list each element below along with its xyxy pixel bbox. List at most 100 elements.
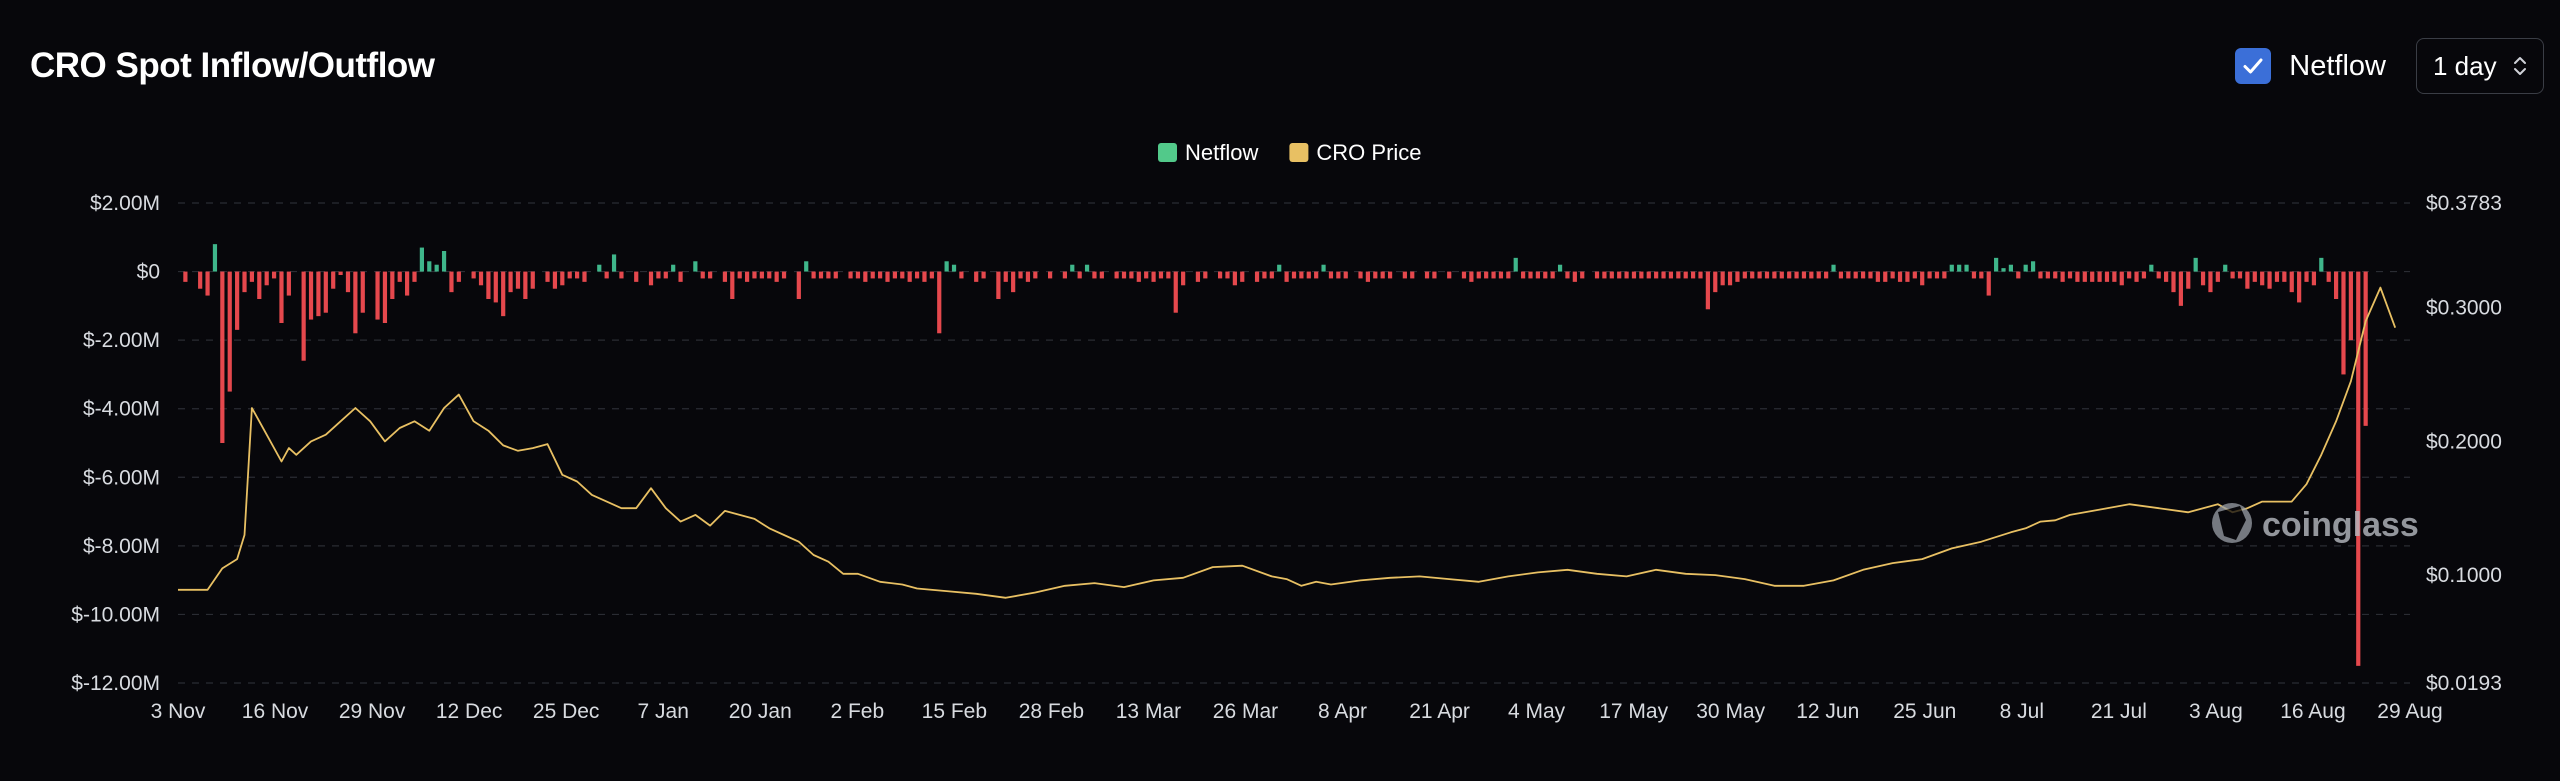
interval-select[interactable]: 1 day [2416,38,2544,94]
netflow-bar [1883,271,1888,282]
netflow-bar [818,271,824,279]
netflow-bar [1994,257,1999,272]
netflow-bar [811,271,816,279]
netflow-bar [2200,271,2206,286]
netflow-bar [2215,271,2220,282]
netflow-bar [1565,271,1570,279]
netflow-bar [1609,271,1614,279]
y-left-tick-label: $-12.00M [71,672,160,695]
netflow-bar [1373,271,1378,279]
netflow-bar [449,271,454,293]
netflow-bar [1173,271,1178,313]
netflow-bar [567,271,572,279]
netflow-bar [2230,271,2235,279]
netflow-bar [671,264,676,272]
netflow-bar [1750,271,1755,279]
netflow-bar [353,271,358,334]
netflow-bar [1971,271,1977,279]
price-line-group [178,286,2397,599]
y-left-tick-label: $0 [137,261,160,284]
netflow-bar [1846,271,1851,279]
netflow-bar [1365,271,1371,282]
x-tick-label: 28 Feb [1019,700,1084,723]
netflow-bar [2164,271,2169,282]
netflow-bar [1410,271,1415,279]
netflow-bar [1099,271,1104,279]
x-tick-label: 4 May [1508,700,1566,723]
netflow-bar [2208,271,2213,293]
x-tick-label: 26 Mar [1213,700,1278,723]
netflow-bar [2333,271,2339,299]
netflow-toggle-label[interactable]: Netflow [2289,49,2386,82]
netflow-bar [1764,271,1770,279]
netflow-bar [1092,271,1097,279]
netflow-bar [892,271,898,279]
netflow-bar [1905,271,1910,282]
netflow-bar [737,271,742,279]
netflow-bar [1868,271,1873,279]
chevron-up-down-icon [2513,54,2527,78]
netflow-bar [235,271,240,330]
netflow-bar [345,271,351,293]
netflow-bar [878,271,883,279]
netflow-bars [183,244,2368,666]
netflow-bar [2178,271,2183,306]
netflow-bar [1831,264,1836,272]
x-tick-label: 13 Mar [1116,700,1181,723]
x-tick-label: 16 Aug [2280,700,2345,723]
y-left-tick-label: $-10.00M [71,603,160,626]
netflow-bar [1602,271,1607,279]
netflow-bar [1328,271,1334,279]
netflow-bar [530,271,535,289]
netflow-bar [2067,271,2073,279]
y-axis-left: $2.00M $0 $-2.00M $-4.00M $-6.00M $-8.00M $-10… [71,192,160,695]
netflow-bar [1447,271,1452,279]
netflow-bar [434,264,439,272]
netflow-checkbox[interactable] [2235,48,2272,84]
netflow-bar [227,271,232,392]
netflow-bar [2134,271,2139,282]
netflow-bar [1432,271,1437,279]
netflow-bar [2252,271,2257,282]
netflow-bar [1269,271,1274,279]
netflow-bar [2119,271,2124,286]
netflow-bar [2090,271,2095,282]
x-tick-label: 30 May [1696,700,1765,723]
netflow-bar [1498,271,1504,279]
netflow-bar [1121,271,1127,279]
netflow-bar [1927,271,1932,279]
netflow-bar [1735,271,1740,282]
x-tick-label: 21 Apr [1409,700,1470,723]
netflow-bar [1513,257,1518,272]
netflow-bar [804,261,809,272]
netflow-bar [996,271,1001,299]
netflow-bar [634,271,639,282]
netflow-bar [1314,271,1319,279]
netflow-bar [1787,271,1792,279]
netflow-bar [382,271,388,323]
netflow-bar [212,244,218,272]
netflow-bar [316,271,321,317]
netflow-bar [1402,271,1407,279]
header-controls: Netflow 1 day [2235,38,2544,94]
page-title: CRO Spot Inflow/Outflow [30,46,435,85]
y-right-tick-label: $0.2000 [2426,430,2502,453]
y-right-tick-label: $0.1000 [2426,564,2502,587]
netflow-bar [331,271,336,289]
netflow-bar [1809,271,1814,279]
netflow-bar [2356,271,2361,666]
netflow-bar [900,271,905,279]
legend-swatch [1289,143,1309,162]
y-right-tick-label: $0.0193 [2426,672,2502,695]
netflow-bar [1705,271,1710,310]
netflow-bar [1321,264,1326,272]
netflow-bar [574,271,580,279]
price-line [178,286,2397,599]
netflow-bar [944,261,949,272]
netflow-bar [183,271,188,282]
netflow-bar [2237,271,2243,279]
legend-label: Netflow [1185,140,1258,165]
netflow-bar [582,271,587,282]
